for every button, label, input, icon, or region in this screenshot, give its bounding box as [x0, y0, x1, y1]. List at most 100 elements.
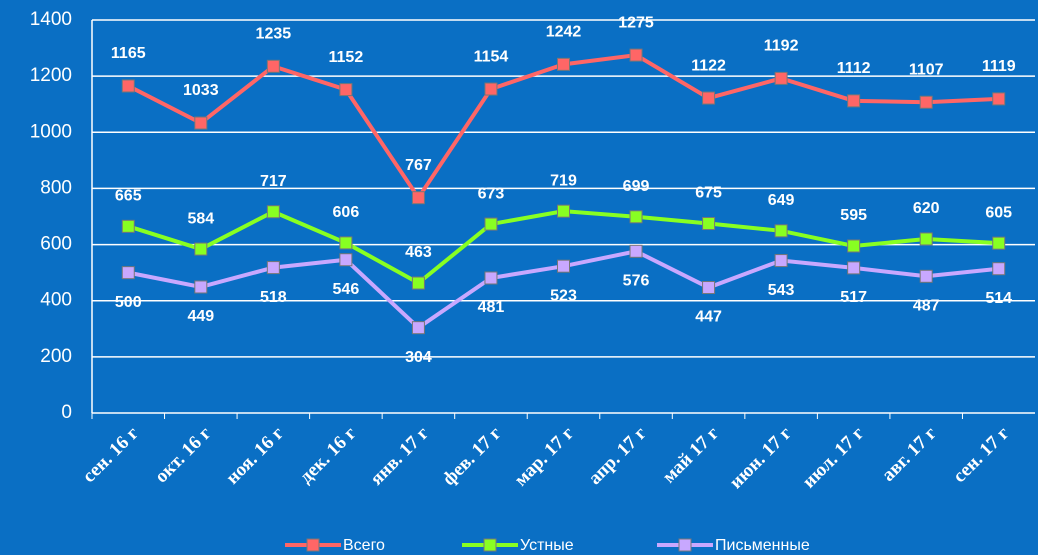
data-label: 1119: [982, 58, 1016, 75]
data-label: 523: [550, 287, 577, 304]
marker: [702, 91, 716, 105]
marker: [557, 57, 570, 71]
legend-marker: [306, 538, 320, 552]
data-label: 649: [768, 192, 795, 209]
y-tick-label: 800: [40, 177, 72, 198]
data-label: 595: [840, 207, 867, 224]
data-label: 481: [478, 299, 505, 316]
marker: [121, 79, 135, 93]
y-tick-label: 0: [61, 402, 72, 423]
data-label: 500: [115, 294, 142, 311]
x-tick-label: май 17 г: [659, 423, 724, 488]
marker: [629, 48, 643, 62]
marker: [774, 254, 788, 268]
y-tick-label: 600: [40, 234, 72, 255]
legend-label: Всего: [343, 537, 385, 554]
marker: [919, 95, 933, 109]
data-label: 1192: [764, 38, 799, 55]
x-tick-label: сен. 17 г: [949, 423, 1014, 488]
x-tick-label: мар. 17 г: [510, 423, 578, 491]
y-tick-label: 1200: [30, 65, 72, 86]
data-label: 767: [405, 157, 432, 174]
y-tick-label: 1000: [30, 121, 72, 142]
x-tick-label: дек. 16 г: [296, 423, 361, 488]
data-label: 463: [405, 244, 432, 261]
data-label: 447: [695, 309, 722, 326]
x-tick-label: авг. 17 г: [878, 423, 941, 486]
marker: [484, 271, 498, 285]
data-label: 1122: [691, 57, 726, 74]
marker: [266, 261, 280, 275]
x-tick-label: фев. 17 г: [439, 423, 506, 490]
marker: [992, 262, 1006, 276]
x-tick-label: ноя. 16 г: [222, 423, 288, 489]
marker: [411, 276, 425, 290]
data-label: 1033: [183, 82, 219, 99]
data-label: 546: [333, 281, 360, 298]
marker: [774, 224, 788, 238]
marker: [847, 239, 861, 253]
marker: [992, 236, 1006, 250]
marker: [411, 321, 425, 335]
data-label: 576: [623, 273, 650, 290]
data-label: 1154: [474, 48, 509, 65]
data-label: 606: [333, 204, 360, 221]
data-label: 1107: [909, 61, 944, 78]
data-label: 719: [550, 172, 577, 189]
marker: [339, 236, 353, 250]
data-label: 584: [187, 210, 214, 227]
marker: [629, 210, 643, 224]
data-label: 517: [840, 289, 867, 306]
y-tick-label: 1400: [30, 9, 72, 30]
marker: [194, 280, 208, 294]
marker: [339, 253, 353, 267]
data-label: 518: [260, 289, 287, 306]
x-tick-label: июл. 17 г: [799, 423, 869, 493]
data-label: 717: [260, 173, 287, 190]
legend-marker: [483, 538, 497, 552]
marker: [629, 244, 643, 258]
data-label: 449: [187, 308, 214, 325]
data-label: 1242: [546, 24, 582, 41]
marker: [702, 217, 716, 231]
marker: [266, 59, 280, 73]
y-tick-label: 200: [40, 346, 72, 367]
data-label: 304: [405, 349, 432, 366]
marker: [339, 83, 353, 97]
marker: [194, 242, 208, 256]
data-label: 487: [913, 298, 940, 315]
marker: [847, 94, 861, 108]
data-label: 620: [913, 200, 940, 217]
marker: [774, 71, 788, 85]
legend-marker: [678, 538, 692, 552]
marker: [194, 116, 208, 130]
data-label: 1165: [111, 45, 146, 62]
data-label: 675: [695, 185, 722, 202]
x-tick-label: апр. 17 г: [584, 423, 650, 489]
marker: [847, 261, 861, 275]
data-label: 543: [768, 282, 795, 299]
marker: [121, 219, 135, 233]
data-label: 514: [985, 290, 1012, 307]
x-tick-label: окт. 16 г: [151, 423, 216, 488]
marker: [411, 191, 425, 205]
data-label: 673: [478, 185, 505, 202]
marker: [557, 259, 570, 273]
data-label: 1275: [618, 14, 654, 31]
data-label: 605: [985, 204, 1012, 221]
data-label: 665: [115, 188, 142, 205]
data-label: 699: [623, 178, 650, 195]
marker: [121, 266, 135, 280]
legend-label: Письменные: [715, 537, 810, 554]
marker: [484, 217, 498, 231]
marker: [266, 205, 280, 219]
legend-label: Устные: [520, 537, 574, 554]
x-tick-label: сен. 16 г: [79, 423, 144, 488]
marker: [557, 204, 570, 218]
marker: [484, 82, 498, 96]
data-label: 1112: [837, 60, 871, 77]
marker: [992, 92, 1006, 106]
data-label: 1152: [329, 49, 364, 66]
data-label: 1235: [256, 26, 292, 43]
